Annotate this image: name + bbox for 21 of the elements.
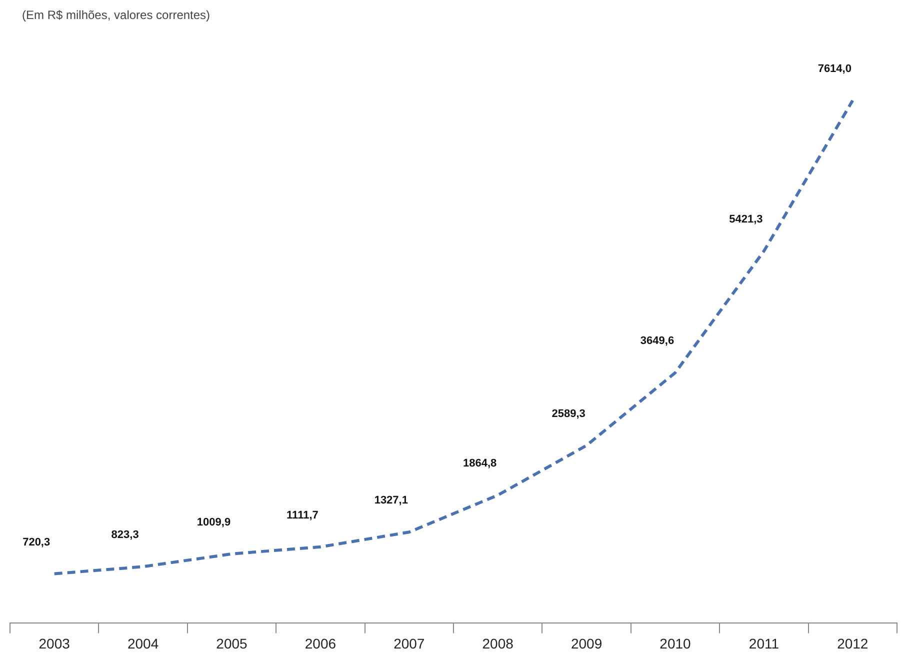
data-label: 1327,1	[374, 494, 408, 507]
x-tick-label: 2012	[837, 635, 868, 652]
data-label: 1009,9	[196, 516, 231, 528]
x-tick-label: 2009	[570, 635, 602, 652]
x-tick-label: 2004	[127, 635, 159, 652]
x-tick-label: 2010	[660, 635, 692, 652]
data-label: 2589,3	[552, 408, 586, 420]
data-label: 1864,8	[463, 458, 497, 470]
x-tick-label: 2003	[38, 635, 70, 652]
chart-subtitle: (Em R$ milhões, valores correntes)	[22, 8, 210, 22]
data-label: 1111,7	[286, 509, 318, 522]
x-tick-label: 2011	[748, 635, 780, 652]
data-label: 720,3	[22, 536, 50, 548]
x-tick-label: 2007	[394, 635, 425, 652]
x-tick-label: 2005	[216, 635, 248, 652]
data-label: 7614,0	[818, 63, 852, 76]
x-tick-label: 2006	[304, 635, 336, 652]
data-label: 5421,3	[729, 214, 763, 226]
data-label: 3649,6	[640, 335, 674, 348]
data-label: 823,3	[111, 529, 139, 542]
x-tick-label: 2008	[482, 635, 514, 652]
